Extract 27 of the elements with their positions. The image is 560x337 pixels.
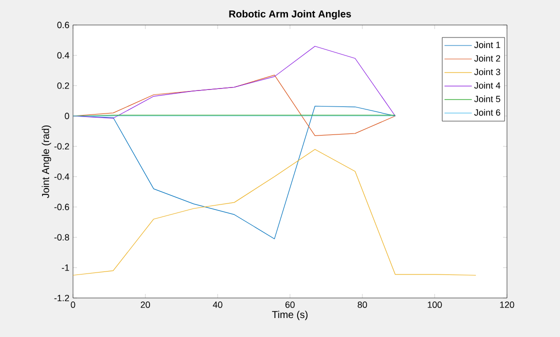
x-tick-label: 60 bbox=[285, 302, 295, 308]
y-tick-label: 0.4 bbox=[57, 52, 70, 59]
y-tick-label: 0.2 bbox=[57, 82, 70, 89]
x-tick-label: 0 bbox=[70, 302, 76, 308]
legend-label: Joint 6 bbox=[474, 109, 500, 116]
legend-label: Joint 1 bbox=[474, 41, 500, 48]
x-tick-label: 120 bbox=[500, 302, 514, 308]
y-tick-label: 0.6 bbox=[57, 22, 70, 28]
x-tick-label: 40 bbox=[212, 302, 222, 308]
y-tick-label: -1 bbox=[62, 264, 70, 271]
y-tick-label: 0 bbox=[64, 112, 70, 120]
x-tick-label: 20 bbox=[140, 302, 150, 308]
y-tick-label: -0.8 bbox=[54, 234, 70, 241]
y-tick-label: -0.2 bbox=[54, 143, 70, 150]
y-axis-title: Joint Angle (rad) bbox=[42, 125, 52, 198]
legend-label: Joint 2 bbox=[474, 54, 500, 62]
y-tick-label: -0.6 bbox=[54, 204, 70, 210]
chart-title: Robotic Arm Joint Angles bbox=[229, 10, 351, 20]
y-tick-label: -1.2 bbox=[54, 294, 70, 302]
legend-label: Joint 4 bbox=[474, 82, 500, 89]
x-axis-title: Time (s) bbox=[272, 310, 308, 320]
legend-label: Joint 5 bbox=[474, 96, 500, 102]
x-tick-label: 100 bbox=[428, 302, 442, 308]
line-series bbox=[73, 149, 476, 276]
x-tick-label: 80 bbox=[358, 302, 367, 308]
legend-label: Joint 3 bbox=[474, 68, 500, 76]
y-tick-label: -0.4 bbox=[54, 173, 70, 180]
